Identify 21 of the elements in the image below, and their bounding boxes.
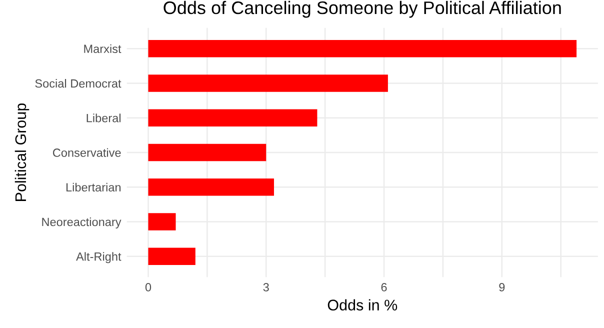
bar [148,109,318,127]
bar [148,178,274,196]
y-tick-label: Social Democrat [35,79,122,88]
y-axis-title: Political Group [14,103,30,201]
y-tick-label: Neoreactionary [42,217,122,228]
y-tick-label: Liberal [86,114,120,122]
chart-title: Odds of Canceling Someone by Political Affiliation [164,0,561,18]
bar [148,40,577,58]
y-tick-label: Marxist [84,44,122,54]
x-tick-label: 9 [499,283,505,292]
x-axis-title: Odds in % [328,299,398,310]
y-tick-label: Libertarian [66,182,121,192]
y-tick-label: Alt-Right [76,252,122,264]
x-tick-label: 3 [263,283,269,292]
y-tick-label: Conservative [52,148,121,157]
bar [148,213,176,230]
x-tick-label: 6 [381,283,387,292]
bar [148,74,388,92]
bar [148,248,196,266]
bar [148,144,266,162]
x-tick-label: 0 [145,283,152,292]
